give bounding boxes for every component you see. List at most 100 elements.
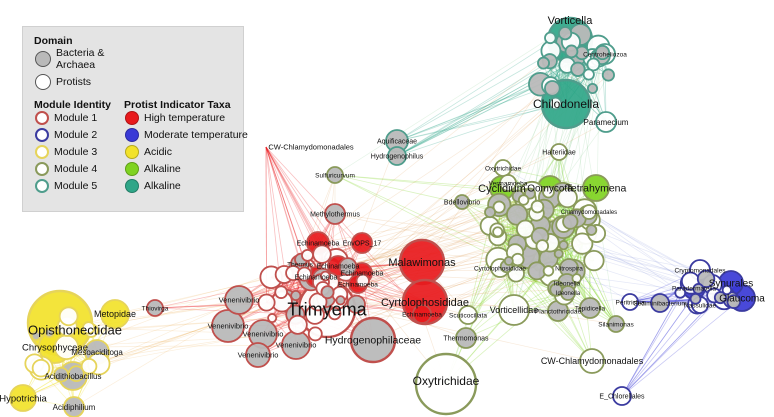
bacteria-node xyxy=(320,285,335,300)
node-label: Mesoaciditoga xyxy=(71,348,123,357)
legend-indicator-row: High temperature xyxy=(125,111,225,125)
bacteria-node xyxy=(324,203,346,225)
indicator-taxon-node xyxy=(100,299,130,329)
node-label: Nassulidae xyxy=(684,302,717,309)
node-label: Echinamoeba xyxy=(297,240,340,247)
network-edge xyxy=(621,292,681,397)
protist-node xyxy=(550,143,568,161)
protist-node xyxy=(510,252,525,267)
bacteria-node xyxy=(53,366,70,383)
bacteria-node xyxy=(44,327,55,339)
legend-indicator-row: Alkaline xyxy=(125,162,181,176)
node-label: Cryptomonadales xyxy=(675,267,727,274)
protist-node xyxy=(612,386,632,406)
network-edge xyxy=(73,269,303,408)
network-edge xyxy=(621,297,721,397)
node-label: Venenivibrio xyxy=(219,296,260,305)
node-label: Glaucoma xyxy=(719,294,765,305)
indicator-taxon-node xyxy=(9,384,37,412)
node-label: Cyrtolophosididae xyxy=(474,265,526,272)
legend-indicator-row: Acidic xyxy=(125,145,172,159)
legend-indicator-label: Alkaline xyxy=(144,163,181,175)
protist-node xyxy=(544,31,557,45)
bacteria-node xyxy=(484,206,497,219)
node-label: Oxytrichidae xyxy=(413,374,480,388)
node-label: Echinamoeba xyxy=(341,270,384,277)
protist-node xyxy=(542,265,555,277)
protist-node xyxy=(499,174,517,192)
node-label: Echinamoeba xyxy=(317,263,360,270)
network-edge xyxy=(465,267,501,339)
bacteria-node xyxy=(585,224,598,236)
network-edge xyxy=(396,60,550,157)
indicator-swatch-icon xyxy=(125,145,139,159)
node-label: Thermomonas xyxy=(443,335,489,342)
legend-module-label: Module 5 xyxy=(54,180,98,192)
bacteria-node xyxy=(335,295,346,306)
bacteria-node xyxy=(579,297,601,319)
protist-node xyxy=(621,293,639,311)
node-label: Metopidae xyxy=(94,309,136,319)
network-edge xyxy=(621,304,698,397)
node-label: Paradermatella xyxy=(672,285,716,292)
network-edge xyxy=(549,187,617,325)
legend-indicator-row: Alkaline xyxy=(125,179,181,193)
node-label: Vermamoeba xyxy=(489,180,528,187)
node-label: Thiovirga xyxy=(142,305,169,312)
protist-node xyxy=(458,305,478,325)
protist-swatch-icon xyxy=(35,74,51,90)
protist-node xyxy=(542,185,555,199)
node-label: Aquificaceae xyxy=(377,138,417,145)
bacteria-node xyxy=(564,44,579,59)
node-label: Acidithiobacillus xyxy=(45,372,102,381)
node-label: Bdellovibrio xyxy=(444,199,480,206)
bacteria-node xyxy=(650,293,670,313)
protist-node xyxy=(287,314,308,335)
node-label: Trimyema xyxy=(287,299,367,319)
node-label: Echinamoeba xyxy=(402,311,442,318)
node-label: Oxytrichidae xyxy=(485,165,522,172)
indicator-swatch-icon xyxy=(125,179,139,193)
protist-node xyxy=(320,270,331,282)
network-edge xyxy=(345,206,538,271)
network-edge xyxy=(499,267,593,362)
bacteria-node xyxy=(503,256,514,266)
node-label: Oomycota xyxy=(527,184,573,195)
legend-module-title: Module Identity xyxy=(34,99,111,111)
node-label: Venenivibrio xyxy=(238,351,279,360)
network-edge xyxy=(396,103,556,142)
network-edge xyxy=(518,51,572,197)
protist-node xyxy=(595,111,617,133)
protist-node xyxy=(355,273,370,288)
network-edge xyxy=(265,146,423,315)
node-label: Peritrichia xyxy=(616,299,645,306)
protist-node xyxy=(498,294,530,326)
protist-node xyxy=(548,96,563,111)
node-label: Echinamoeba xyxy=(295,274,338,281)
module-ring-icon xyxy=(35,111,49,125)
node-label: Venenivibrio xyxy=(276,341,317,350)
indicator-swatch-icon xyxy=(125,111,139,125)
network-edge xyxy=(621,292,681,397)
node-label: Malawimonas xyxy=(388,257,456,269)
module-ring-icon xyxy=(35,128,49,142)
network-edge xyxy=(465,243,583,339)
network-edge xyxy=(396,54,579,157)
protist-node xyxy=(307,326,323,342)
node-label: Ideonella xyxy=(556,291,581,297)
bacteria-swatch-icon xyxy=(35,51,51,67)
network-edge xyxy=(265,146,305,275)
node-label: Ideonella xyxy=(554,280,581,287)
network-edge xyxy=(549,197,591,309)
legend-bacteria-label: Bacteria & Archaea xyxy=(56,47,105,71)
node-label: Halteriidae xyxy=(542,149,576,156)
legend-module-label: Module 4 xyxy=(54,163,98,175)
bacteria-node xyxy=(594,44,611,61)
legend-module-row: Module 2 xyxy=(35,128,97,142)
network-edge xyxy=(98,301,283,365)
legend-indicator-label: Alkaline xyxy=(144,180,181,192)
network-edge xyxy=(604,53,607,123)
bacteria-node xyxy=(224,285,254,315)
bacteria-node xyxy=(558,26,573,41)
